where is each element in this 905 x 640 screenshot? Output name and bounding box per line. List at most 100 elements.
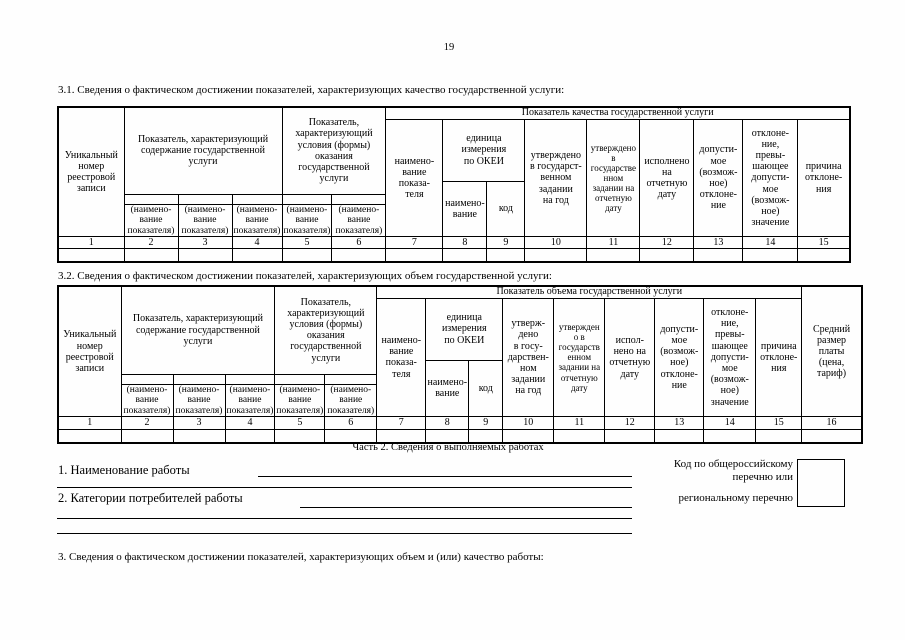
indicator-name-sub-header: (наимено- вание показателя) [172, 383, 226, 418]
allowed-deviation-header: допусти- мое (возмож- ное) отклоне- ние [693, 118, 744, 238]
column-number-cell: 6 [324, 416, 378, 431]
indicator-name-sub-header: (наимено- вание показателя) [324, 383, 378, 418]
column-number-cell: 15 [755, 416, 803, 431]
column-number-cell: 7 [385, 236, 444, 250]
deviation-reason-header: причина отклоне- ния [797, 118, 851, 238]
column-number-cell: 4 [231, 236, 283, 250]
empty-data-cell [57, 248, 125, 263]
exceeding-deviation-header: отклоне- ние, превы- шающее допусти- мое… [703, 297, 757, 418]
empty-header-cell [177, 193, 233, 205]
empty-data-cell [553, 429, 606, 444]
column-number-cell: 4 [224, 416, 276, 431]
column-number-cell: 1 [57, 236, 125, 250]
section-3-heading: 3. Сведения о фактическом достижении пок… [58, 551, 544, 563]
empty-data-cell [177, 248, 233, 263]
volume-indicators-table: Уникальный номер реестровой записи Показ… [57, 285, 863, 444]
empty-header-cell [123, 193, 179, 205]
empty-data-cell [654, 429, 705, 444]
work-name-label: 1. Наименование работы [58, 463, 190, 477]
column-number-cell: 8 [442, 236, 488, 250]
volume-indicator-group-header: Показатель объема государственной услуги [376, 285, 803, 299]
empty-header-cell [324, 373, 378, 385]
indicator-name-header: наимено- вание показа- теля [385, 118, 444, 238]
indicator-name-sub-header: (наимено- вание показателя) [231, 203, 283, 238]
approved-report-date-header: утверждено в государстве нном задании на… [586, 118, 641, 238]
unique-number-header: Уникальный номер реестровой записи [57, 106, 125, 238]
work-name-blank-line [258, 476, 632, 477]
code-label-bottom: региональному перечню [678, 492, 793, 504]
okei-unit-group-header: единица измерения по ОКЕИ [442, 118, 526, 182]
quality-indicator-group-header: Показатель качества государственной услу… [385, 106, 851, 120]
column-number-cell: 9 [486, 236, 526, 250]
code-label-top: Код по общероссийскому перечню или [673, 458, 793, 484]
empty-data-cell [281, 248, 333, 263]
indicator-name-sub-header: (наимено- вание показателя) [120, 383, 174, 418]
executed-date-header: исполнено на отчетную дату [639, 118, 695, 238]
exceeding-deviation-header: отклоне- ние, превы- шающее допусти- мое… [742, 118, 799, 238]
empty-data-cell [231, 248, 283, 263]
allowed-deviation-header: допусти- мое (возмож- ное) отклоне- ние [654, 297, 705, 418]
column-number-cell: 12 [639, 236, 695, 250]
indicator-name-sub-header: (наимено- вание показателя) [274, 383, 326, 418]
empty-data-cell [120, 429, 174, 444]
column-number-cell: 14 [703, 416, 757, 431]
empty-data-cell [57, 429, 122, 444]
indicator-name-sub-header: (наимено- вание показателя) [177, 203, 233, 238]
empty-data-cell [486, 248, 526, 263]
column-number-cell: 11 [586, 236, 641, 250]
empty-data-cell [797, 248, 851, 263]
column-number-cell: 14 [742, 236, 799, 250]
column-number-cell: 2 [120, 416, 174, 431]
quality-indicators-table: Уникальный номер реестровой записи Показ… [57, 106, 851, 263]
column-number-cell: 12 [604, 416, 656, 431]
blank-line [57, 487, 632, 488]
column-number-cell: 3 [172, 416, 226, 431]
column-number-cell: 11 [553, 416, 606, 431]
column-number-cell: 15 [797, 236, 851, 250]
column-number-cell: 10 [524, 236, 588, 250]
empty-data-cell [639, 248, 695, 263]
empty-data-cell [376, 429, 427, 444]
column-number-cell: 13 [693, 236, 744, 250]
empty-data-cell [274, 429, 326, 444]
column-number-cell: 1 [57, 416, 122, 431]
empty-header-cell [224, 373, 276, 385]
conditions-indicator-group-header: Показатель, характеризующий условия (фор… [274, 285, 378, 375]
part-2-heading: Часть 2. Сведения о выполняемых работах [352, 442, 544, 453]
column-number-cell: 13 [654, 416, 705, 431]
deviation-reason-header: причина отклоне- ния [755, 297, 803, 418]
page-number: 19 [443, 42, 455, 53]
empty-data-cell [425, 429, 470, 444]
empty-header-cell [331, 193, 387, 205]
column-number-cell: 2 [123, 236, 179, 250]
column-number-cell: 3 [177, 236, 233, 250]
avg-payment-header: Средний размер платы (цена, тариф) [801, 285, 863, 418]
empty-data-cell [604, 429, 656, 444]
empty-data-cell [224, 429, 276, 444]
approved-report-date-header: утвержден о в государств енном задании н… [553, 297, 606, 418]
empty-data-cell [693, 248, 744, 263]
empty-data-cell [172, 429, 226, 444]
unique-number-header: Уникальный номер реестровой записи [57, 285, 122, 418]
indicator-name-header: наимено- вание показа- теля [376, 297, 427, 418]
empty-header-cell [172, 373, 226, 385]
indicator-name-sub-header: (наимено- вание показателя) [281, 203, 333, 238]
column-number-cell: 5 [274, 416, 326, 431]
empty-header-cell [281, 193, 333, 205]
empty-data-cell [524, 248, 588, 263]
column-number-cell: 7 [376, 416, 427, 431]
empty-header-cell [231, 193, 283, 205]
okei-unit-group-header: единица измерения по ОКЕИ [425, 297, 504, 361]
section-3-2-heading: 3.2. Сведения о фактическом достижении п… [58, 270, 552, 282]
empty-data-cell [385, 248, 444, 263]
column-number-cell: 8 [425, 416, 470, 431]
column-number-cell: 6 [331, 236, 387, 250]
empty-data-cell [755, 429, 803, 444]
blank-line [57, 533, 632, 534]
blank-line [57, 518, 632, 519]
empty-data-cell [742, 248, 799, 263]
conditions-indicator-group-header: Показатель, характеризующий условия (фор… [281, 106, 387, 195]
work-consumers-blank-line [300, 507, 632, 508]
column-number-cell: 10 [502, 416, 555, 431]
